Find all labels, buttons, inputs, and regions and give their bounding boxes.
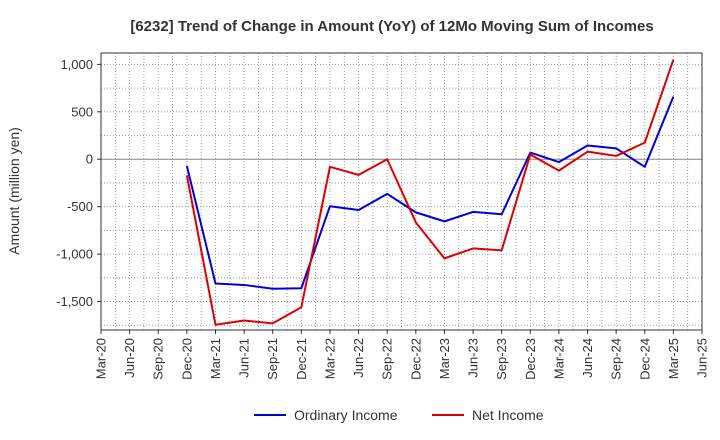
y-tick-label: 500 xyxy=(71,104,93,119)
y-tick-label: 0 xyxy=(86,152,93,167)
x-tick-label: Mar-21 xyxy=(208,338,223,379)
x-tick-label: Sep-21 xyxy=(265,338,280,380)
x-tick-label: Sep-24 xyxy=(609,338,624,380)
x-tick-label: Dec-23 xyxy=(523,338,538,380)
series-line-net-income xyxy=(185,59,675,326)
x-tick-label: Mar-20 xyxy=(94,338,109,379)
x-tick-label: Jun-25 xyxy=(695,338,710,378)
x-tick-label: Mar-24 xyxy=(551,338,566,379)
x-tick-label: Dec-22 xyxy=(408,338,423,380)
x-tick-label: Mar-23 xyxy=(437,338,452,379)
y-tick-label: -1,500 xyxy=(56,294,93,309)
x-tick-label: Jun-23 xyxy=(466,338,481,378)
x-tick-label: Jun-22 xyxy=(351,338,366,378)
x-tick-label: Jun-24 xyxy=(580,338,595,378)
y-tick-label: -500 xyxy=(67,199,93,214)
y-axis-label: Amount (million yen) xyxy=(6,127,22,255)
x-tick-label: Sep-20 xyxy=(151,338,166,380)
plot-area: 1,000 500 0 -500 -1,000 -1,500 Mar-20 Jun-20 Sep… xyxy=(56,52,710,380)
x-tick-label: Mar-25 xyxy=(666,338,681,379)
legend-label-net-income: Net Income xyxy=(472,407,544,423)
legend-label-ordinary-income: Ordinary Income xyxy=(294,407,398,423)
x-tick-label: Mar-22 xyxy=(322,338,337,379)
y-tick-label: 1,000 xyxy=(60,57,93,72)
series-line-ordinary-income xyxy=(185,96,675,290)
x-tick-label: Dec-20 xyxy=(179,338,194,380)
chart-title: [6232] Trend of Change in Amount (YoY) o… xyxy=(130,18,653,35)
x-tick-label: Dec-21 xyxy=(294,338,309,380)
x-tick-label: Jun-21 xyxy=(237,338,252,378)
x-tick-label: Dec-24 xyxy=(637,338,652,380)
legend: Ordinary Income Net Income xyxy=(254,407,544,423)
x-tick-label: Jun-20 xyxy=(122,338,137,378)
x-tick-label: Sep-22 xyxy=(380,338,395,380)
y-tick-label: -1,000 xyxy=(56,247,93,262)
x-tick-label: Sep-23 xyxy=(494,338,509,380)
plot-frame xyxy=(100,52,703,331)
